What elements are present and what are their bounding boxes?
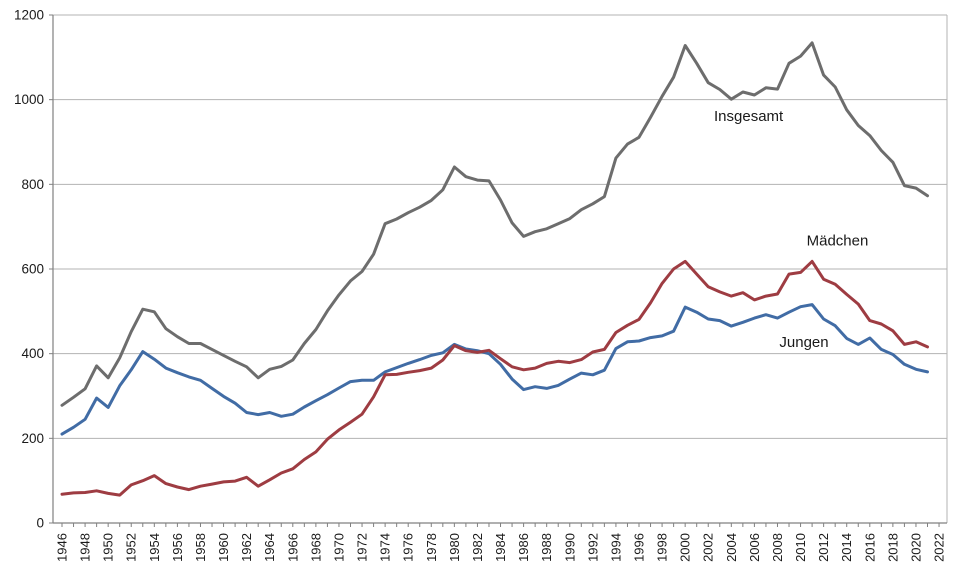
series-line-mdchen	[60, 259, 929, 497]
x-tick-label-1958: 1958	[193, 533, 208, 562]
x-tick-label-1972: 1972	[355, 533, 370, 562]
x-tick-label-1982: 1982	[470, 533, 485, 562]
y-tick-label-600: 600	[21, 262, 44, 277]
x-tick-label-1974: 1974	[378, 533, 393, 562]
series-line-jungen	[60, 303, 929, 436]
x-tick-label-1956: 1956	[170, 533, 185, 562]
x-tick-label-1960: 1960	[216, 533, 231, 562]
x-tick-label-2000: 2000	[678, 533, 693, 562]
x-tick-label-2014: 2014	[839, 533, 854, 562]
x-tick-label-2018: 2018	[885, 533, 900, 562]
x-tick-label-1996: 1996	[632, 533, 647, 562]
series-line-insgesamt	[60, 41, 929, 407]
y-tick-label-0: 0	[36, 516, 44, 531]
x-tick-label-2020: 2020	[908, 533, 923, 562]
x-tick-label-2008: 2008	[770, 533, 785, 562]
x-tick-label-1952: 1952	[124, 533, 139, 562]
y-tick-label-1200: 1200	[14, 8, 44, 23]
x-tick-label-2002: 2002	[701, 533, 716, 562]
annotation-label-mdchen: Mädchen	[807, 233, 869, 250]
x-tick-label-1964: 1964	[262, 533, 277, 562]
x-tick-label-1998: 1998	[655, 533, 670, 562]
y-tick-label-800: 800	[21, 177, 44, 192]
x-tick-label-1954: 1954	[147, 533, 162, 562]
x-tick-label-1990: 1990	[562, 533, 577, 562]
x-tick-label-1992: 1992	[585, 533, 600, 562]
x-tick-label-2010: 2010	[793, 533, 808, 562]
x-tick-label-1968: 1968	[308, 533, 323, 562]
x-tick-label-1962: 1962	[239, 533, 254, 562]
x-tick-label-1994: 1994	[608, 533, 623, 562]
x-tick-label-1980: 1980	[447, 533, 462, 562]
x-tick-label-2004: 2004	[724, 533, 739, 562]
y-tick-label-1000: 1000	[14, 92, 44, 107]
x-tick-label-1986: 1986	[516, 533, 531, 562]
x-tick-label-2006: 2006	[747, 533, 762, 562]
annotation-label-insgesamt: Insgesamt	[714, 108, 784, 125]
x-tick-label-1950: 1950	[101, 533, 116, 562]
x-tick-label-1966: 1966	[285, 533, 300, 562]
annotation-label-jungen: Jungen	[779, 334, 828, 351]
y-tick-label-200: 200	[21, 431, 44, 446]
x-tick-label-1984: 1984	[493, 533, 508, 562]
x-tick-label-1988: 1988	[539, 533, 554, 562]
x-tick-label-2016: 2016	[862, 533, 877, 562]
x-tick-label-2022: 2022	[932, 533, 947, 562]
x-tick-label-1976: 1976	[401, 533, 416, 562]
x-tick-label-2012: 2012	[816, 533, 831, 562]
x-tick-label-1970: 1970	[331, 533, 346, 562]
x-tick-label-1948: 1948	[78, 533, 93, 562]
x-tick-label-1946: 1946	[55, 533, 70, 562]
x-tick-label-1978: 1978	[424, 533, 439, 562]
y-tick-label-400: 400	[21, 346, 44, 361]
